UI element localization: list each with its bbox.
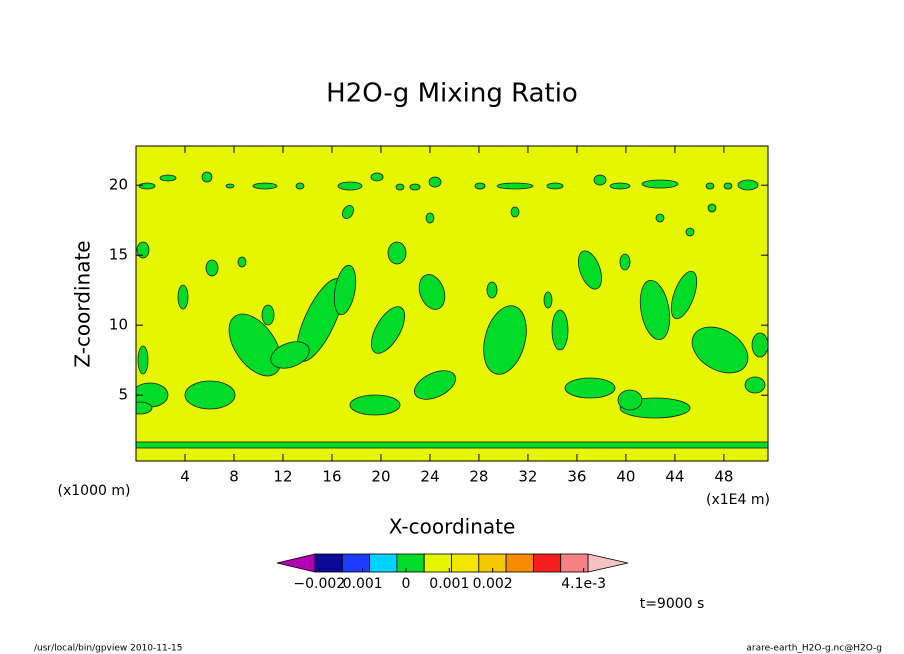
x-tick-label: 16 — [322, 468, 341, 486]
x-tick-label: 28 — [469, 468, 488, 486]
contour-region — [159, 174, 177, 182]
y-units: (x1000 m) — [58, 483, 131, 499]
x-units: (x1E4 m) — [706, 492, 770, 508]
contour-region — [418, 274, 446, 310]
colorbar-segment — [560, 553, 589, 573]
contour-region — [270, 341, 310, 369]
y-axis-label: Z-coordinate — [71, 240, 95, 367]
colorbar-tick-label: 0 — [402, 576, 411, 592]
colorbar-tick-label: 0.002 — [473, 576, 513, 592]
contour-region — [737, 179, 759, 191]
contour-region — [707, 203, 717, 213]
contour-band — [136, 441, 768, 449]
chart-title: H2O-g Mixing Ratio — [326, 79, 578, 109]
contour-region — [225, 183, 235, 189]
contour-region — [205, 259, 219, 277]
x-tick-label: 20 — [371, 468, 390, 486]
contour-region — [543, 291, 553, 309]
x-tick-label: 40 — [616, 468, 635, 486]
colorbar-tick-label: 0.001 — [429, 576, 469, 592]
x-axis-label: X-coordinate — [389, 515, 516, 539]
contour-region — [428, 176, 442, 188]
contour-region — [619, 253, 631, 271]
contour-region — [136, 241, 150, 259]
contour-region — [510, 206, 520, 218]
contour-region — [136, 401, 153, 415]
contour-region — [395, 183, 405, 191]
x-tick-label: 32 — [518, 468, 537, 486]
contour-region — [201, 171, 213, 183]
contour-region — [409, 183, 421, 191]
contour-region — [751, 332, 768, 358]
contour-region — [387, 241, 407, 265]
colorbar-segment — [423, 553, 452, 573]
contour-region — [177, 284, 189, 310]
x-tick-label: 12 — [273, 468, 292, 486]
contour-region — [228, 313, 282, 377]
y-tick-label: 10 — [109, 316, 128, 334]
contour-region — [564, 377, 616, 399]
x-tick-label: 4 — [180, 468, 190, 486]
contour-region — [333, 264, 357, 316]
contour-region — [349, 394, 401, 416]
colorbar-segment — [341, 553, 370, 573]
colorbar-tick-label: −0.002 — [293, 576, 345, 592]
x-tick-label: 24 — [420, 468, 439, 486]
contour-region — [295, 182, 305, 190]
contour-region — [370, 172, 384, 182]
x-tick-label: 8 — [229, 468, 239, 486]
y-tick-label: 20 — [109, 176, 128, 194]
footer-right: arare-earth_H2O-g.nc@H2O-g — [746, 644, 882, 654]
contour-region — [474, 182, 486, 190]
plot-frame — [135, 145, 769, 462]
contour-region — [496, 182, 534, 190]
colorbar-segment — [533, 553, 562, 573]
contour-regions — [136, 171, 768, 449]
contour-region — [691, 326, 749, 374]
contour-region — [370, 306, 406, 354]
contour-region — [670, 270, 698, 320]
colorbar-tick-label: 0.001 — [343, 576, 383, 592]
contour-region — [237, 256, 247, 268]
contour-region — [593, 174, 607, 186]
contour-region — [184, 380, 236, 410]
colorbar-segment — [505, 553, 534, 573]
contour-region — [137, 345, 149, 375]
contour-region — [425, 212, 435, 224]
x-tick-label: 36 — [567, 468, 586, 486]
contour-region — [546, 182, 564, 190]
annotation: t=9000 s — [640, 596, 705, 612]
colorbar-tick-label: 4.1e-3 — [561, 576, 606, 592]
contour-region — [551, 309, 569, 351]
y-tick-label: 15 — [109, 246, 128, 264]
contour-region — [685, 227, 695, 237]
x-tick-label: 48 — [714, 468, 733, 486]
colorbar-segment — [369, 553, 398, 573]
colorbar-segment — [396, 553, 425, 573]
contour-region — [609, 182, 631, 190]
contour-region — [639, 279, 671, 341]
contour-region — [723, 182, 733, 190]
contour-region — [261, 304, 275, 326]
colorbar-extend — [587, 553, 629, 573]
contour-region — [342, 205, 354, 219]
contour-region — [252, 182, 278, 190]
contour-region — [617, 389, 643, 411]
contour-region — [655, 213, 665, 223]
contour-region — [414, 370, 456, 400]
y-tick-label: 5 — [118, 386, 128, 404]
colorbar-extend — [276, 553, 316, 573]
contour-region — [641, 179, 679, 189]
contour-region — [744, 376, 766, 394]
x-tick-label: 44 — [665, 468, 684, 486]
contour-region — [705, 182, 715, 190]
contour-region — [577, 250, 603, 290]
contour-region — [138, 182, 156, 190]
footer-left: /usr/local/bin/gpview 2010-11-15 — [34, 644, 182, 654]
contour-region — [483, 305, 527, 375]
contour-region — [337, 181, 363, 191]
colorbar-segment — [451, 553, 480, 573]
contour-region — [486, 281, 498, 299]
